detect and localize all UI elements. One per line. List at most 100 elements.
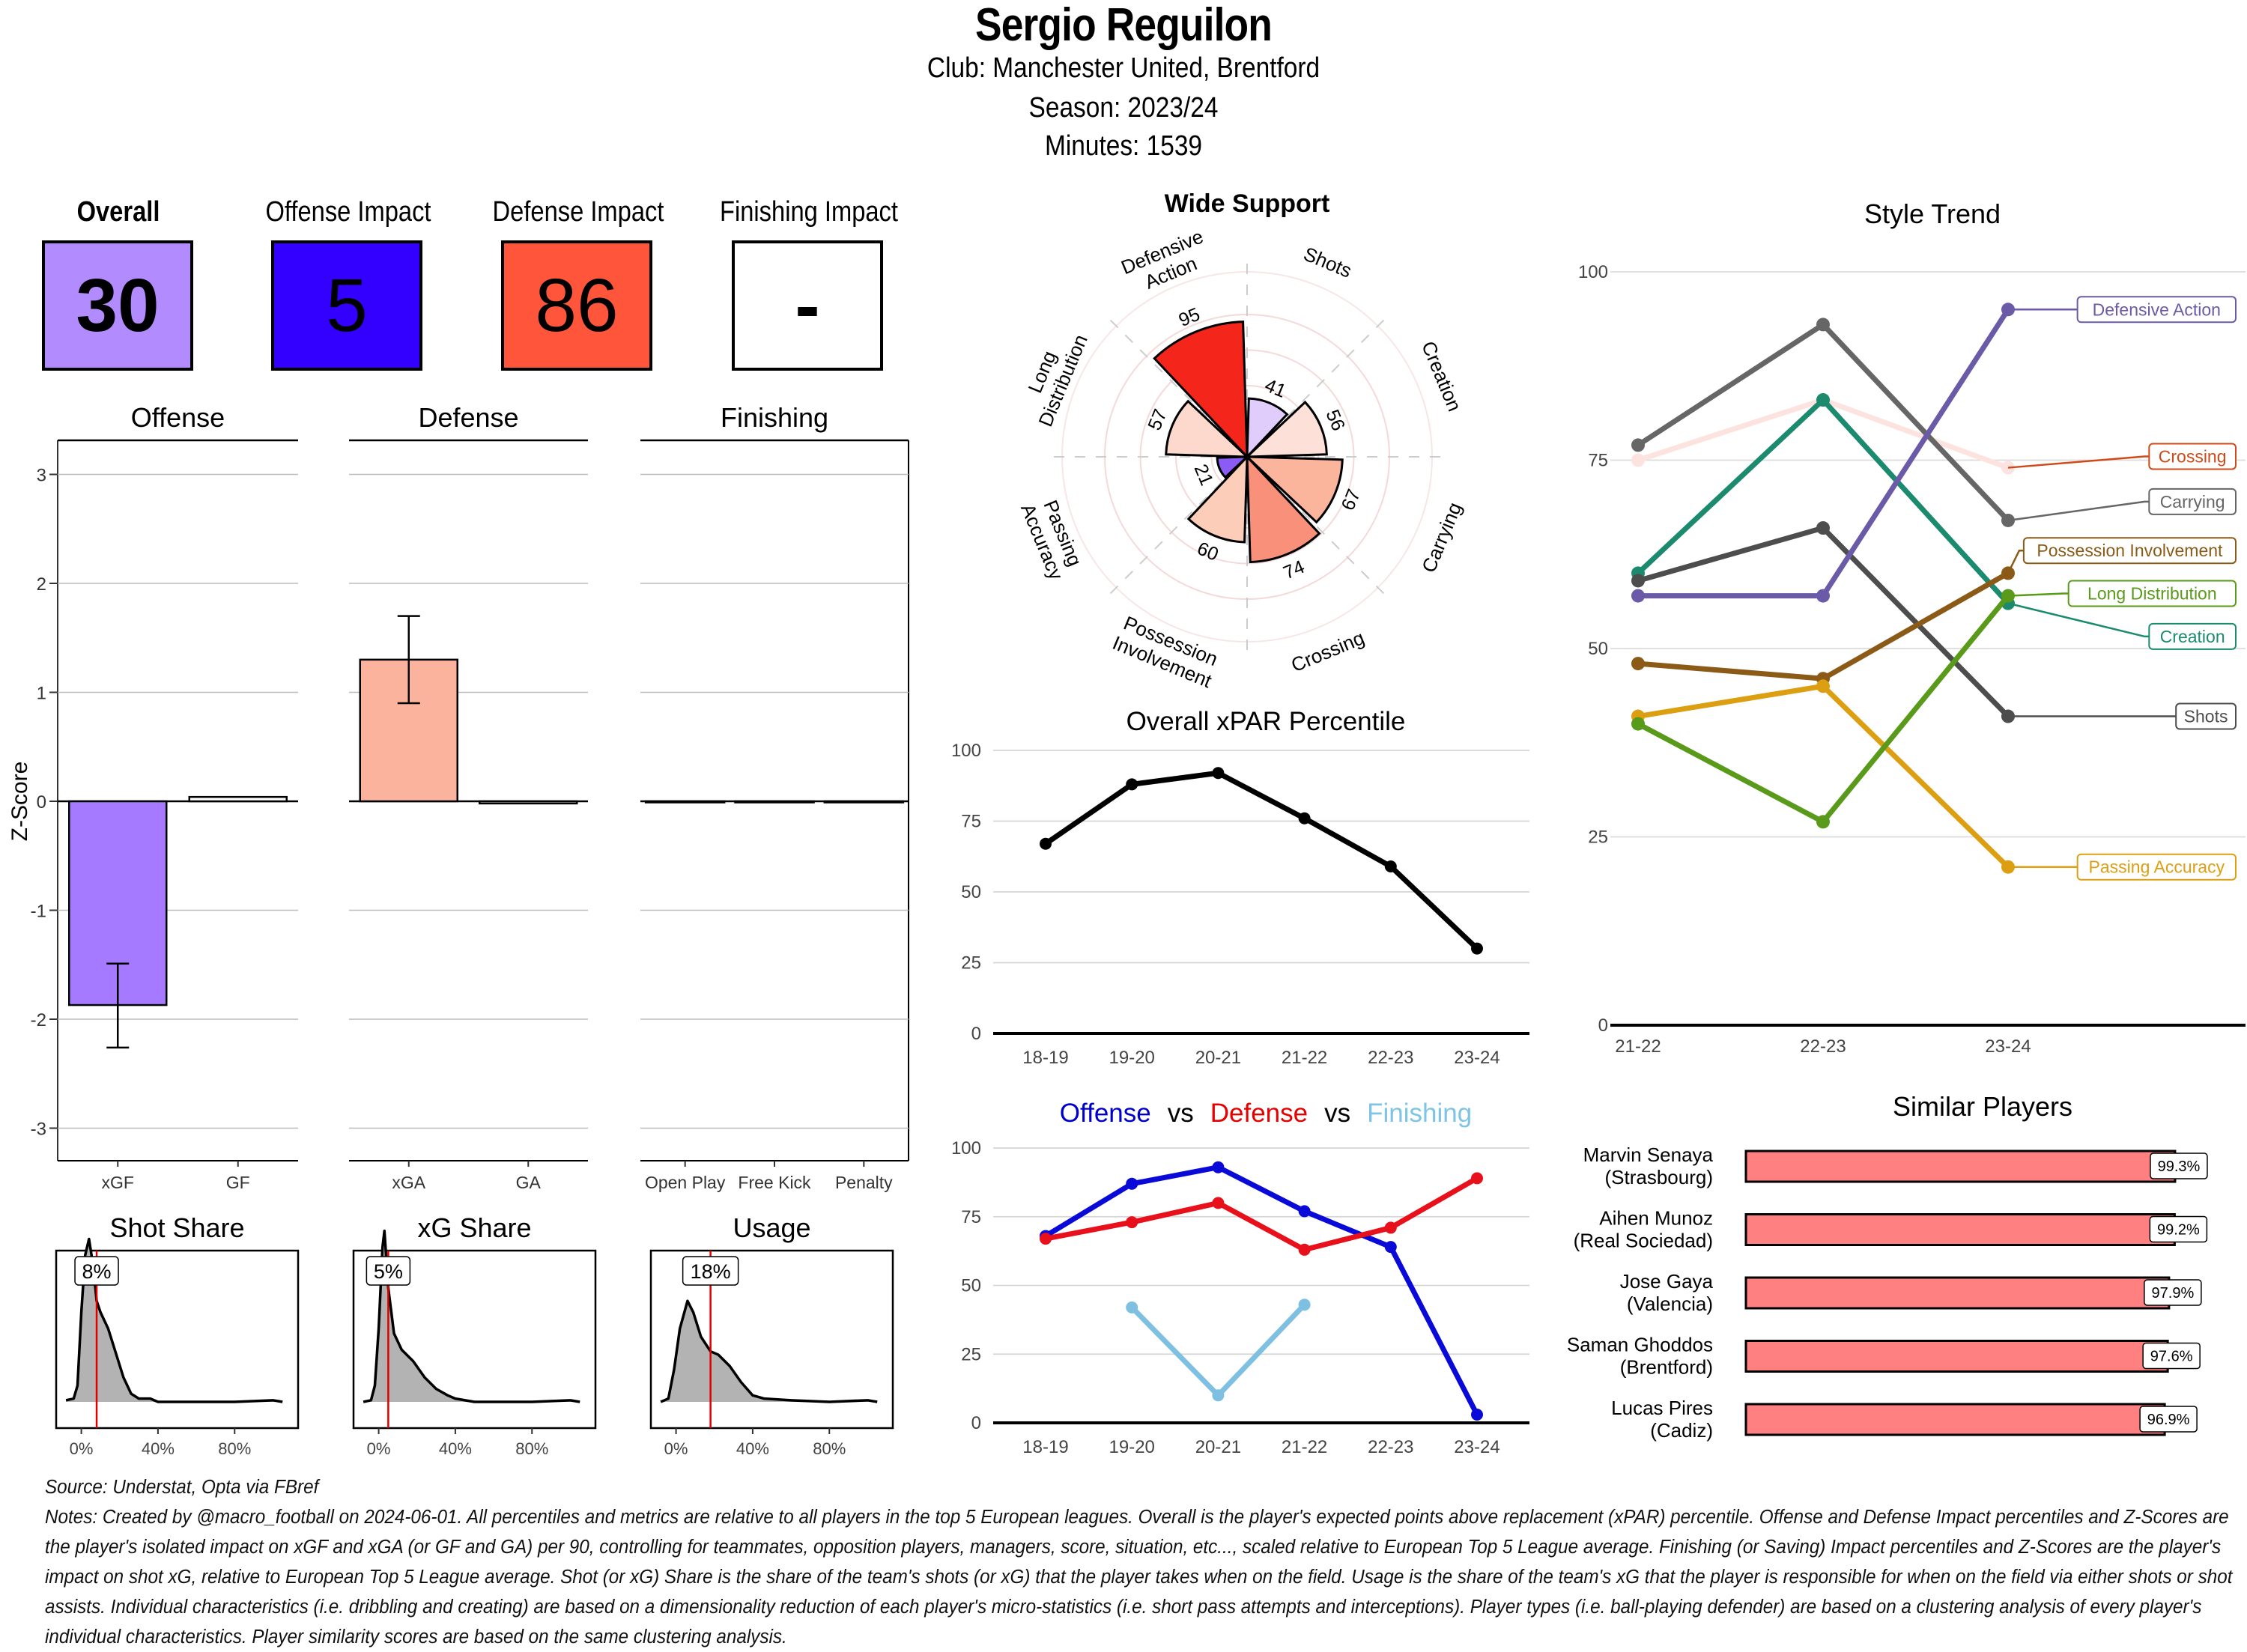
polar-sector-long-distribution — [1165, 399, 1250, 458]
series-label: Shots — [2184, 707, 2228, 726]
x-tick-label: Open Play — [645, 1173, 726, 1192]
polar-sector-crossing — [1246, 454, 1321, 564]
data-point — [1816, 521, 1830, 535]
series-label-box — [2076, 853, 2237, 881]
similarity-bar — [1744, 1403, 2166, 1436]
series-long-distribution: Long Distribution — [1631, 580, 2237, 829]
player-name: Saman Ghoddos — [1567, 1334, 1713, 1356]
chart-title: Similar Players — [1893, 1091, 2072, 1122]
data-point — [1126, 1177, 1138, 1190]
y-tick-label: 25 — [961, 953, 981, 974]
chart-title: Offense vs Defense vs Finishing — [1060, 1099, 1472, 1128]
polar-sector-shots — [1246, 397, 1289, 460]
notes-line: individual characteristics. Player simil… — [45, 1627, 787, 1648]
x-tick-label: 0% — [70, 1439, 94, 1458]
polar-category-label: PassingAccuracy — [1016, 492, 1088, 583]
polar-spoke — [1257, 467, 1391, 601]
similar-player-row: Lucas Pires (Cadiz) 96.9% — [1611, 1397, 2198, 1442]
series-line — [1635, 306, 2011, 599]
data-point — [1816, 393, 1830, 407]
y-tick-label: 100 — [1578, 262, 1608, 282]
y-tick-label: 50 — [1588, 639, 1608, 659]
polar-value-label: 67 — [1338, 486, 1365, 513]
y-tick-label: 75 — [961, 1207, 981, 1227]
chart-title: Wide Support — [1165, 189, 1330, 218]
similarity-bar — [1744, 1213, 2176, 1246]
series-shots: Shots — [1631, 521, 2237, 730]
x-tick-label: 22-23 — [1368, 1437, 1413, 1457]
data-point — [1212, 1389, 1225, 1402]
marker-label-box — [74, 1256, 119, 1286]
x-tick-label: Free Kick — [738, 1173, 811, 1192]
series-label-box — [2067, 580, 2237, 607]
x-tick-label: 19-20 — [1109, 1048, 1155, 1068]
y-tick-label: 75 — [1588, 451, 1608, 471]
similarity-label-box — [2149, 1215, 2208, 1243]
y-tick-label: -2 — [31, 1010, 46, 1030]
x-tick-label: 40% — [736, 1439, 769, 1458]
player-name-title: Sergio Reguilon — [975, 0, 1273, 51]
series-overall-xpar — [1040, 767, 1483, 955]
score-box-defense-impact: 86 — [501, 240, 652, 371]
y-tick-label: 75 — [961, 812, 981, 832]
series-defense — [1040, 1172, 1483, 1256]
x-tick-label: 80% — [813, 1439, 846, 1458]
polar-spoke — [1103, 313, 1237, 447]
notes-line: the player's isolated impact on xGF and … — [45, 1537, 2222, 1558]
data-point — [1816, 815, 1830, 829]
xpar-percentile-chart: 0 25 50 75 100 18-19 19-20 20-21 21-22 22-23 23-24… — [951, 707, 1529, 1068]
x-tick-label: 22-23 — [1368, 1048, 1413, 1068]
notes-line: Notes: Created by @macro_football on 202… — [45, 1507, 2229, 1528]
player-name-label: Marvin Senaya (Strasbourg) — [1583, 1144, 1714, 1188]
polar-sector-passing-accuracy — [1216, 455, 1250, 479]
y-tick-label: 25 — [961, 1344, 981, 1364]
x-tick-label: xGA — [392, 1173, 425, 1192]
data-point — [1384, 860, 1397, 872]
x-tick-label: 18-19 — [1022, 1048, 1068, 1068]
panel-title: Finishing — [721, 402, 828, 433]
chart-title-part: vs — [1168, 1099, 1194, 1128]
marker-label: 8% — [82, 1260, 112, 1283]
player-name: Aihen Munoz — [1599, 1207, 1713, 1230]
label-connector — [2007, 500, 2150, 522]
density-curve — [660, 1299, 878, 1403]
density-area — [661, 1301, 878, 1402]
polar-category-label: DefensiveAction — [1118, 225, 1215, 300]
chart-title-part: vs — [1324, 1099, 1350, 1128]
series-label-box — [2175, 702, 2237, 730]
label-connector — [2007, 592, 2069, 597]
data-point — [1384, 1241, 1397, 1254]
panel-border — [352, 1249, 597, 1430]
polar-value-label: 57 — [1144, 406, 1171, 433]
x-tick-label: xGF — [102, 1173, 134, 1192]
data-point — [1631, 453, 1645, 467]
data-point — [1631, 589, 1645, 603]
notes-line: assists. Individual characteristics (i.e… — [45, 1597, 2202, 1618]
x-tick-label: 22-23 — [1800, 1036, 1846, 1057]
series-line — [1043, 1175, 1480, 1253]
panel-title: Shot Share — [109, 1212, 244, 1243]
score-label-overall: Overall — [76, 196, 160, 228]
similarity-bar — [1744, 1276, 2171, 1310]
season-line: Season: 2023/24 — [1028, 92, 1219, 124]
source-text: Source: Understat, Opta via FBref — [45, 1477, 319, 1498]
bar-free-kick — [734, 800, 815, 804]
polar-sector-creation — [1244, 400, 1328, 458]
x-tick-label: 18-19 — [1022, 1437, 1068, 1457]
polar-value-label: 74 — [1280, 556, 1307, 584]
similar-player-row: Jose Gaya (Valencia) 97.9% — [1620, 1270, 2202, 1315]
marker-label-box — [682, 1256, 739, 1286]
polar-sector-possession-involvement — [1186, 454, 1249, 544]
similarity-label: 99.3% — [2158, 1158, 2201, 1175]
bar-penalty — [823, 800, 905, 804]
polar-value-label: 56 — [1321, 407, 1349, 434]
chart-title: Style Trend — [1864, 198, 2001, 229]
density-curve — [363, 1229, 580, 1403]
density-panel-shot-share: Shot Share 8% 0% 40% 80% — [55, 1212, 300, 1458]
y-tick-label: 0 — [971, 1024, 981, 1044]
similarity-label-box — [2150, 1153, 2208, 1179]
series-label-box — [2148, 443, 2237, 470]
data-point — [1212, 767, 1225, 780]
